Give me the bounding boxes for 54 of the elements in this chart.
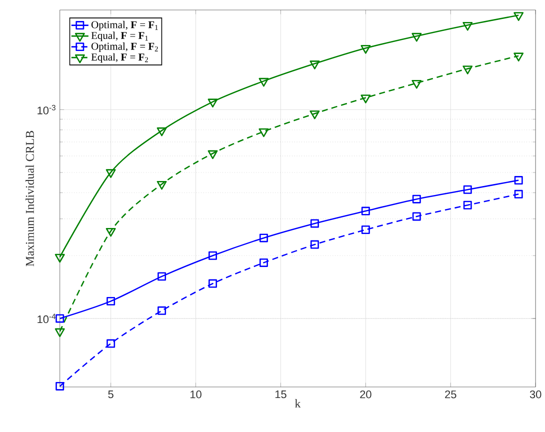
legend-label: Optimal, F = F$_{2}$ xyxy=(91,42,158,52)
point xyxy=(514,12,524,21)
point xyxy=(412,212,421,221)
point xyxy=(56,382,64,391)
y-tick-label: 10$^{-3}$ xyxy=(38,104,56,114)
point xyxy=(514,176,523,185)
point xyxy=(514,190,523,198)
point xyxy=(360,45,371,54)
point xyxy=(258,128,269,138)
point xyxy=(56,314,64,323)
point xyxy=(106,339,116,348)
point xyxy=(463,200,472,210)
point xyxy=(310,60,320,70)
point xyxy=(106,169,116,178)
x-tick-label: 20 xyxy=(360,390,372,398)
point xyxy=(106,228,116,237)
x-axis-title: k xyxy=(294,399,301,408)
x-tick-label: 5 xyxy=(108,390,114,398)
point xyxy=(156,128,167,136)
point xyxy=(158,272,166,281)
point xyxy=(208,98,218,108)
point xyxy=(208,279,217,288)
point xyxy=(360,94,371,104)
y-axis-title: Maximum Individual CRLB xyxy=(26,130,34,266)
point xyxy=(361,206,370,216)
point xyxy=(462,22,473,31)
point xyxy=(259,258,268,268)
x-tick-label: 15 xyxy=(275,390,286,398)
point xyxy=(412,33,422,42)
point xyxy=(310,240,319,249)
point xyxy=(54,328,65,338)
point xyxy=(412,80,422,89)
point xyxy=(54,254,65,263)
x-tick-label: 25 xyxy=(445,390,456,398)
point xyxy=(361,226,370,234)
point xyxy=(310,219,319,228)
y-tick-label: 10$^{-4}$ xyxy=(38,314,56,324)
point xyxy=(208,251,217,260)
point xyxy=(412,194,421,204)
point xyxy=(259,234,268,242)
legend-label: Equal, F = F$_{1}$ xyxy=(91,32,148,42)
x-tick-label: 10 xyxy=(190,390,202,398)
point xyxy=(514,52,524,62)
point xyxy=(158,306,166,315)
legend-label: Equal, F = F$_{2}$ xyxy=(91,53,148,63)
point xyxy=(258,78,269,87)
point xyxy=(463,185,472,194)
point xyxy=(208,150,218,160)
point xyxy=(156,181,167,190)
point xyxy=(310,110,320,120)
x-tick-label: 30 xyxy=(530,390,542,398)
legend-label: Optimal, F = F$_{1}$ xyxy=(91,21,158,30)
point xyxy=(462,66,473,74)
point xyxy=(106,297,116,306)
